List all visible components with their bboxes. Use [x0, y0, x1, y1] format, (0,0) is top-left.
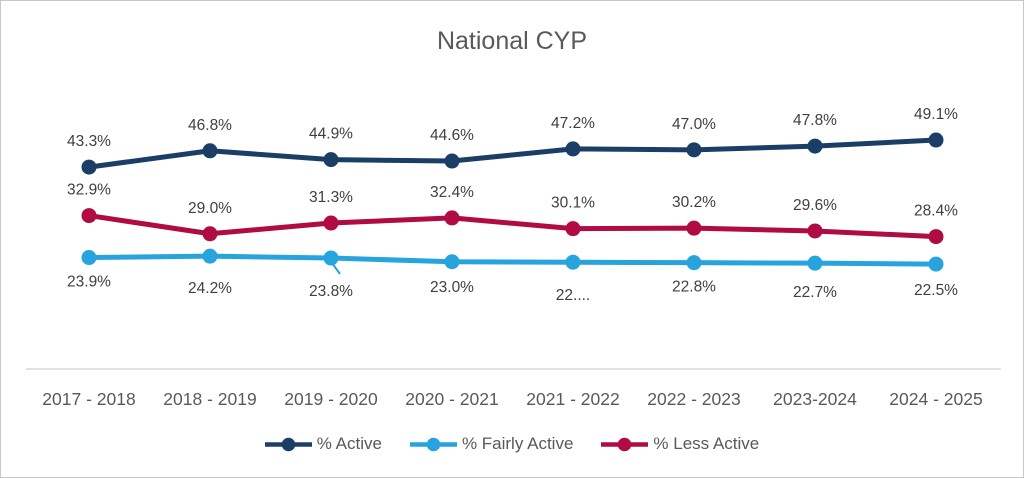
data-label: 22.7%: [793, 284, 837, 301]
data-label: 31.3%: [309, 189, 353, 206]
data-point-marker: [323, 215, 339, 231]
data-label: 22.5%: [914, 282, 958, 299]
data-point-marker: [444, 210, 460, 226]
data-point-marker: [202, 226, 218, 242]
x-axis-label: 2018 - 2019: [163, 389, 256, 409]
data-point-marker: [81, 250, 97, 266]
data-point-marker: [686, 220, 702, 236]
legend-swatch-icon: [409, 437, 457, 451]
data-label: 23.9%: [67, 274, 111, 291]
data-point-marker: [928, 256, 944, 272]
chart-title: National CYP: [436, 27, 588, 55]
data-point-marker: [565, 221, 581, 237]
data-point-marker: [202, 143, 218, 159]
data-label: 46.8%: [188, 117, 232, 134]
data-point-marker: [565, 141, 581, 157]
data-point-marker: [807, 138, 823, 154]
data-point-marker: [686, 255, 702, 271]
legend-item: % Active: [264, 433, 382, 455]
data-label: 30.1%: [551, 195, 595, 212]
x-axis-label: 2024 - 2025: [889, 389, 982, 409]
data-label: 47.8%: [793, 112, 837, 129]
data-label: 23.0%: [430, 279, 474, 296]
legend-swatch-icon: [264, 437, 312, 451]
x-axis-label: 2017 - 2018: [42, 389, 135, 409]
data-label: 29.6%: [793, 197, 837, 214]
legend-label: % Active: [316, 434, 382, 453]
data-label: 22....: [556, 287, 590, 304]
data-point-marker: [323, 152, 339, 168]
data-label: 43.3%: [67, 133, 111, 150]
data-point-marker: [444, 254, 460, 270]
data-point-marker: [928, 229, 944, 245]
data-label: 23.8%: [309, 283, 353, 300]
data-point-marker: [81, 208, 97, 224]
x-axis-label: 2020 - 2021: [405, 389, 498, 409]
chart-legend: % Active % Fairly Active % Less Active: [1, 433, 1023, 455]
legend-marker: [426, 437, 441, 451]
data-point-marker: [928, 132, 944, 148]
data-label: 47.2%: [551, 115, 595, 132]
data-point-marker: [81, 159, 97, 175]
legend-label: % Less Active: [653, 434, 760, 453]
x-axis-label: 2023-2024: [773, 389, 857, 409]
data-point-marker: [686, 142, 702, 158]
series-line: [86, 137, 939, 170]
legend-label: % Fairly Active: [461, 434, 574, 453]
data-label: 44.9%: [309, 126, 353, 143]
legend-marker: [618, 437, 632, 451]
data-point-marker: [807, 223, 823, 239]
series-line: [86, 213, 939, 240]
data-point-marker: [202, 248, 218, 264]
data-label: 24.2%: [188, 280, 232, 297]
data-label: 49.1%: [914, 106, 958, 123]
data-label: 47.0%: [672, 116, 716, 133]
data-label: 28.4%: [914, 203, 958, 220]
legend-marker: [281, 437, 296, 451]
x-axis-label: 2021 - 2022: [526, 389, 619, 409]
series-line: [86, 253, 939, 267]
x-axis-label: 2019 - 2020: [284, 389, 378, 409]
x-axis-label: 2022 - 2023: [647, 389, 740, 409]
data-point-marker: [565, 254, 581, 270]
data-label: 30.2%: [672, 194, 716, 211]
data-label: 29.0%: [188, 200, 232, 217]
data-label: 32.9%: [67, 182, 111, 199]
data-point-marker: [807, 255, 823, 271]
legend-item: % Less Active: [601, 433, 759, 455]
data-label: 32.4%: [430, 184, 474, 201]
data-point-marker: [444, 153, 460, 169]
legend-item: % Fairly Active: [409, 433, 574, 455]
data-label: 44.6%: [430, 127, 474, 144]
legend-swatch-icon: [601, 437, 649, 451]
data-label: 22.8%: [672, 279, 716, 296]
data-point-marker: [323, 250, 339, 266]
